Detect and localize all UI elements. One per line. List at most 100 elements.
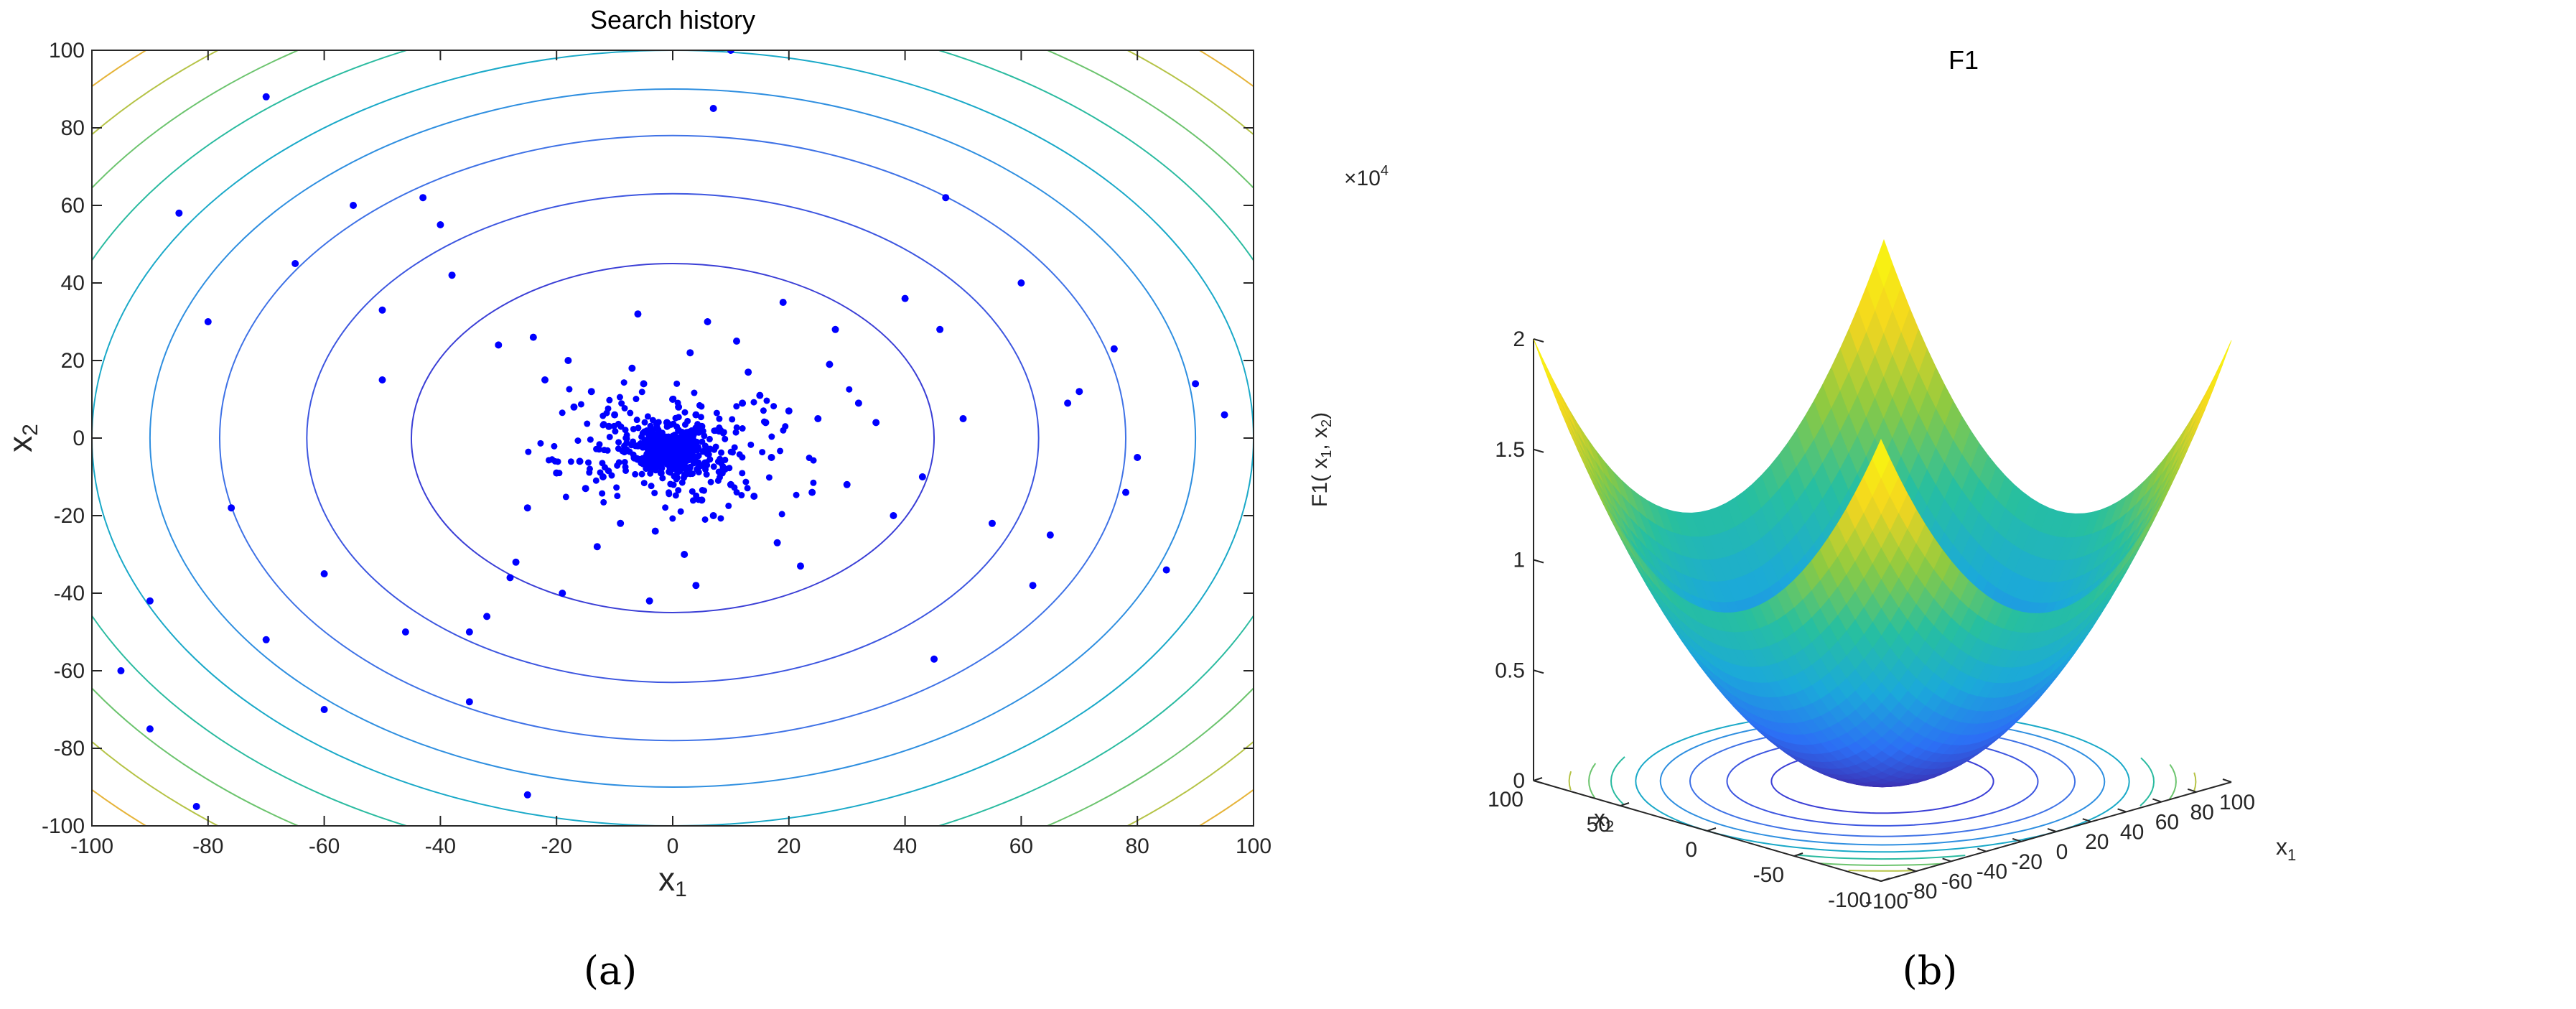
- scatter-point: [727, 50, 734, 54]
- scatter-point: [448, 271, 456, 279]
- scatter-point: [648, 483, 655, 490]
- scatter-point: [401, 628, 409, 636]
- scatter-point: [378, 376, 386, 383]
- scatter-point: [662, 504, 669, 511]
- scatter-point: [918, 473, 926, 480]
- contour-level: [92, 50, 1254, 826]
- scatter-point: [654, 447, 661, 454]
- scatter-point: [599, 422, 607, 429]
- contour-level: [218, 134, 1127, 742]
- scatter-point: [641, 419, 648, 426]
- scatter-point: [773, 539, 781, 547]
- contour-level: [149, 88, 1197, 788]
- scatter-point: [465, 628, 473, 636]
- scatter-point: [831, 325, 839, 333]
- scatter-point: [826, 361, 834, 368]
- z-tick-label: 1: [1513, 549, 1525, 572]
- scatter-point: [692, 411, 700, 419]
- scatter-point: [567, 458, 574, 465]
- scatter-point: [711, 427, 718, 434]
- scatter-point: [711, 446, 718, 453]
- scatter-point: [662, 435, 669, 442]
- scatter-point: [718, 449, 725, 456]
- scatter-point: [613, 484, 620, 491]
- scatter-point: [930, 655, 938, 663]
- y-tick-label: -100: [42, 814, 85, 838]
- x1-tick-mark: [2152, 798, 2162, 803]
- z-tick-label: 1.5: [1495, 438, 1525, 462]
- panel-a-contour-scatter: -100 -80 -60 -40 -20 0 20 40 60 80 100 -100-80-60-…: [1, 5, 1271, 901]
- scatter-point: [564, 357, 572, 364]
- scatter-point: [1122, 488, 1130, 496]
- scatter-point: [810, 479, 817, 486]
- scatter-point: [1221, 411, 1228, 419]
- scatter-point: [437, 221, 444, 228]
- scatter-point: [640, 380, 648, 388]
- x-tick-label: -20: [541, 834, 572, 858]
- scatter-point: [647, 470, 654, 477]
- scatter-point: [1046, 531, 1054, 539]
- scatter-point: [901, 294, 909, 302]
- scatter-point: [626, 448, 633, 455]
- scatter-point: [814, 415, 822, 422]
- scatter-point: [694, 421, 701, 428]
- scatter-point: [640, 480, 648, 487]
- x1-tick-mark: [2012, 837, 2022, 842]
- scatter-point: [750, 399, 757, 406]
- scatter-point: [696, 462, 704, 470]
- x-tick-label: -40: [425, 834, 456, 858]
- scatter-point: [655, 419, 662, 426]
- x1-tick-mark: [2117, 808, 2127, 813]
- x2-tick-label: 50: [1587, 813, 1610, 837]
- scatter-point: [642, 455, 649, 462]
- scatter-point: [506, 574, 514, 582]
- scatter-point: [596, 441, 603, 448]
- y-tick-label: 20: [61, 349, 85, 373]
- scatter-point: [671, 473, 678, 480]
- scatter-point: [683, 433, 690, 440]
- scatter-point: [732, 338, 740, 345]
- scatter-point: [633, 396, 640, 403]
- scatter-point: [726, 465, 733, 472]
- scatter-point: [604, 447, 611, 454]
- scatter-point: [890, 512, 897, 519]
- x1-tick-mark: [2082, 818, 2092, 823]
- scatter-point: [694, 443, 701, 450]
- scatter-point: [739, 470, 746, 477]
- scatter-point: [611, 411, 619, 419]
- scatter-point: [562, 493, 569, 501]
- x-tick-label: 60: [1009, 834, 1033, 858]
- z-tick-label: 0.5: [1495, 659, 1525, 682]
- scatter-point: [577, 401, 584, 408]
- scatter-point: [677, 463, 684, 470]
- scatter-point: [632, 442, 639, 450]
- scatter-point: [621, 459, 628, 466]
- scatter-point: [678, 428, 686, 435]
- scatter-point: [378, 306, 386, 314]
- scatter-point: [713, 409, 720, 417]
- z-scale-factor: ×104: [1344, 163, 1389, 190]
- scatter-point: [691, 389, 698, 396]
- scatter-point: [605, 422, 613, 430]
- scatter-point: [192, 803, 200, 810]
- scatter-point: [727, 448, 734, 455]
- x-ticks-a: -100 -80 -60 -40 -20 0 20 40 60 80 100: [70, 50, 1271, 858]
- scatter-point: [1134, 454, 1142, 461]
- scatter-point: [744, 485, 751, 492]
- x2-tick-label: 0: [1685, 838, 1697, 862]
- scatter-point: [785, 407, 793, 415]
- y-tick-label: -60: [54, 659, 85, 683]
- scatter-point: [614, 493, 621, 500]
- scatter-point: [732, 429, 739, 436]
- scatter-point: [674, 399, 681, 406]
- scatter-point: [673, 423, 681, 430]
- scatter-point: [676, 450, 683, 457]
- scatter-point: [692, 457, 699, 465]
- scatter-point: [651, 489, 658, 496]
- surface-facet: [1551, 376, 1569, 417]
- scatter-point: [622, 427, 629, 434]
- scatter-point: [806, 455, 813, 462]
- scatter-point: [672, 492, 679, 499]
- z-tick-label: 0: [1513, 769, 1525, 793]
- scatter-point: [706, 435, 713, 442]
